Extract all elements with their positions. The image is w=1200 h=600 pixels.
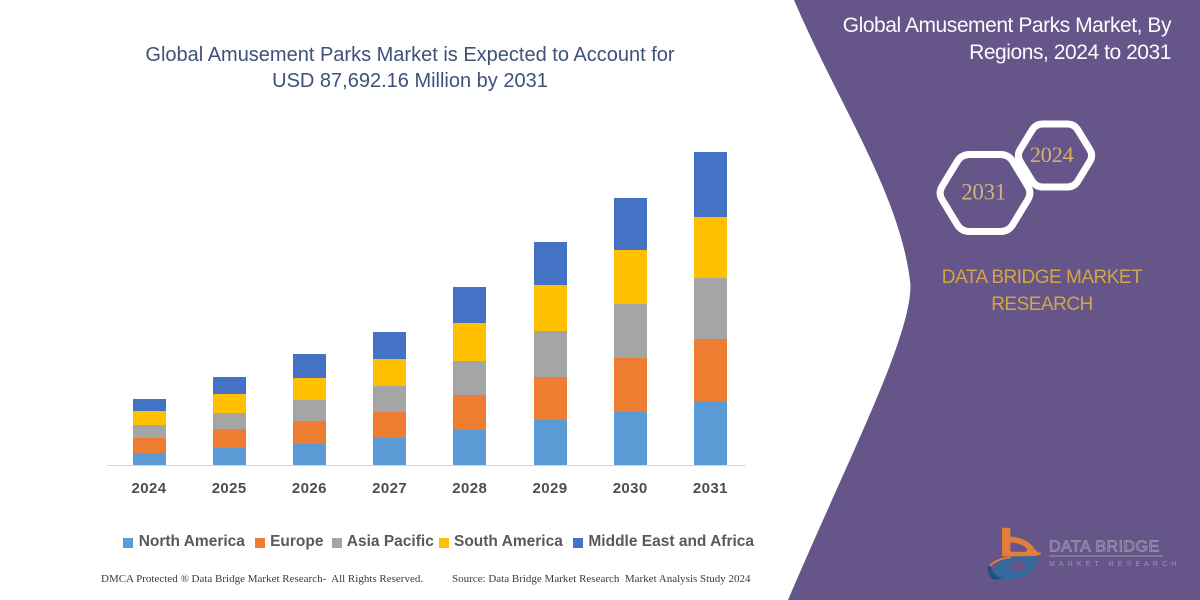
svg-text:2024: 2024 xyxy=(1030,142,1074,167)
svg-text:DATA BRIDGE: DATA BRIDGE xyxy=(1049,539,1160,556)
svg-text:2031: 2031 xyxy=(961,180,1006,205)
svg-text:MARKET RESEARCH: MARKET RESEARCH xyxy=(1049,561,1180,568)
